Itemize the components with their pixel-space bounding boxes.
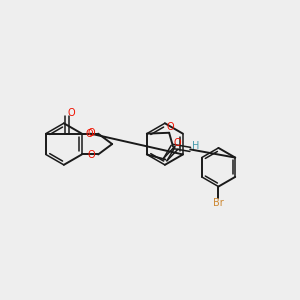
Text: O: O: [68, 108, 76, 118]
Text: O: O: [88, 128, 95, 138]
Text: Br: Br: [213, 198, 224, 208]
Text: O: O: [174, 138, 182, 148]
Text: H: H: [192, 141, 199, 151]
Text: O: O: [88, 150, 95, 160]
Text: O: O: [85, 129, 93, 139]
Text: O: O: [167, 122, 174, 132]
